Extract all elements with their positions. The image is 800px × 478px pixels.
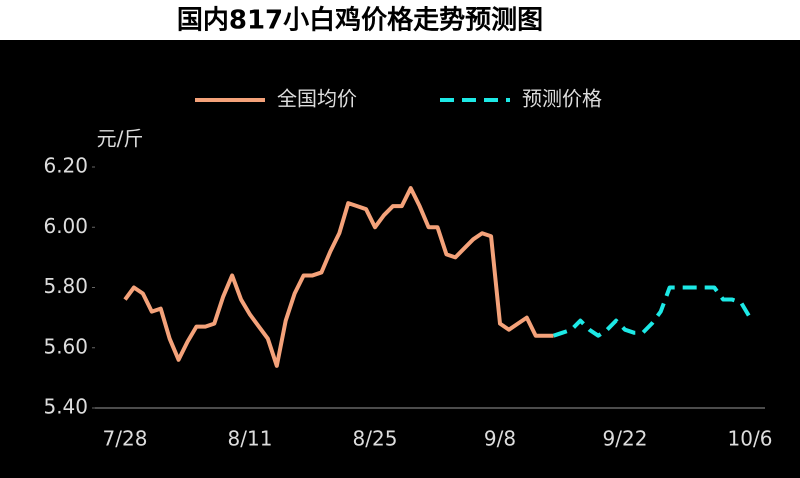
x-tick-label: 8/11 (228, 427, 273, 451)
x-tick-label: 9/22 (603, 427, 648, 451)
y-tick-label: 6.00 (43, 214, 88, 238)
x-tick-label: 9/8 (484, 427, 516, 451)
title-bar (0, 0, 800, 40)
x-tick-label: 10/6 (728, 427, 773, 451)
y-axis-label: 元/斤 (97, 127, 144, 151)
y-tick-label: 6.20 (43, 154, 88, 178)
y-tick-label: 5.40 (43, 395, 88, 419)
legend-label: 全国均价 (277, 87, 357, 111)
legend-label: 预测价格 (522, 87, 602, 111)
x-tick-label: 7/28 (103, 427, 148, 451)
series-line (552, 285, 752, 338)
x-tick-label: 8/25 (353, 427, 398, 451)
series-line (123, 186, 554, 368)
y-tick-label: 5.60 (43, 334, 88, 358)
y-tick-label: 5.80 (43, 274, 88, 298)
chart-title: 国内817小白鸡价格走势预测图 (177, 5, 543, 36)
